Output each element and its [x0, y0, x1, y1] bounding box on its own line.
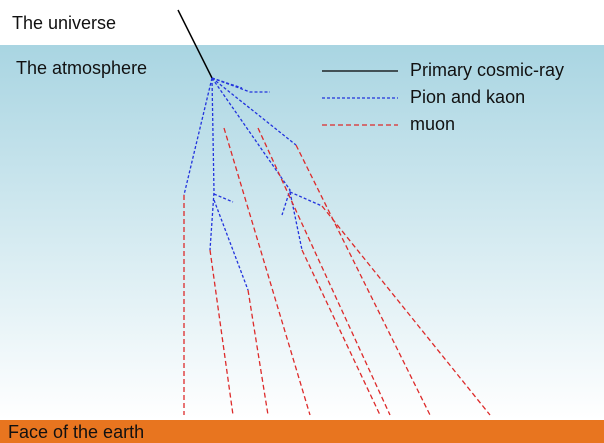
legend-label: muon	[410, 114, 455, 134]
earth	[0, 420, 604, 443]
earth-label: Face of the earth	[8, 422, 144, 442]
legend: Primary cosmic-ray Pion and kaon muon	[322, 60, 564, 134]
space	[0, 0, 604, 45]
universe-label: The universe	[12, 13, 116, 33]
atmosphere	[0, 45, 604, 420]
muon-tracks	[183, 127, 491, 416]
pion-kaon-tracks	[183, 77, 323, 291]
legend-label: Primary cosmic-ray	[410, 60, 564, 80]
legend-label: Pion and kaon	[410, 87, 525, 107]
primary-ray	[177, 9, 213, 79]
atmosphere-label: The atmosphere	[16, 58, 147, 78]
